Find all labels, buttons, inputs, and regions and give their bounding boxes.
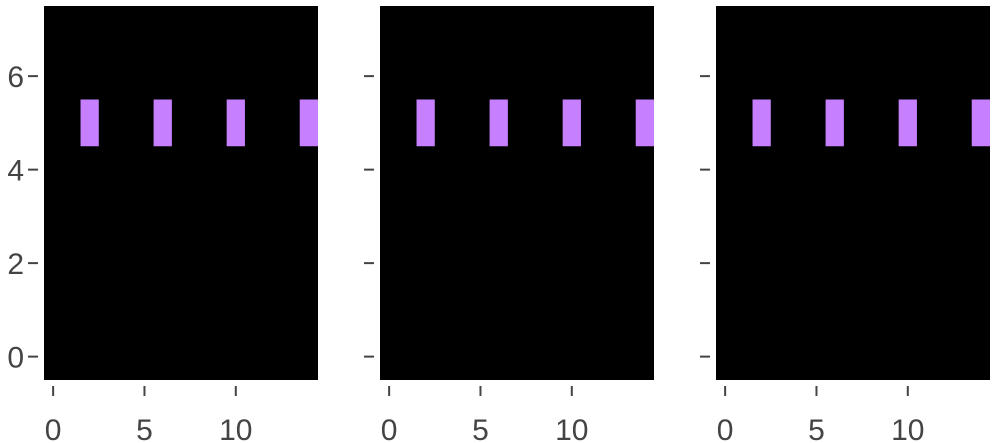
cell [752, 99, 771, 147]
cell [153, 99, 172, 147]
y-tick-label: 4 [7, 155, 24, 188]
image-background [716, 6, 990, 380]
x-tick-label: 0 [381, 414, 398, 443]
x-tick-label: 10 [555, 414, 588, 443]
y-tick-label: 2 [7, 248, 24, 281]
x-tick-label: 5 [808, 414, 825, 443]
cell [635, 99, 654, 147]
x-tick-label: 10 [891, 414, 924, 443]
y-tick-label: 0 [7, 342, 24, 375]
cell [562, 99, 581, 147]
y-tick-label: 6 [7, 61, 24, 94]
x-tick-label: 5 [136, 414, 153, 443]
cell [299, 99, 318, 147]
x-tick-label: 5 [472, 414, 489, 443]
image-background [380, 6, 654, 380]
image-background [44, 6, 318, 380]
cell [825, 99, 844, 147]
cell [226, 99, 245, 147]
x-tick-label: 0 [45, 414, 62, 443]
cell [416, 99, 435, 147]
x-tick-label: 10 [219, 414, 252, 443]
x-tick-label: 0 [717, 414, 734, 443]
cell [971, 99, 990, 147]
cell [489, 99, 508, 147]
cell [80, 99, 99, 147]
cell [898, 99, 917, 147]
